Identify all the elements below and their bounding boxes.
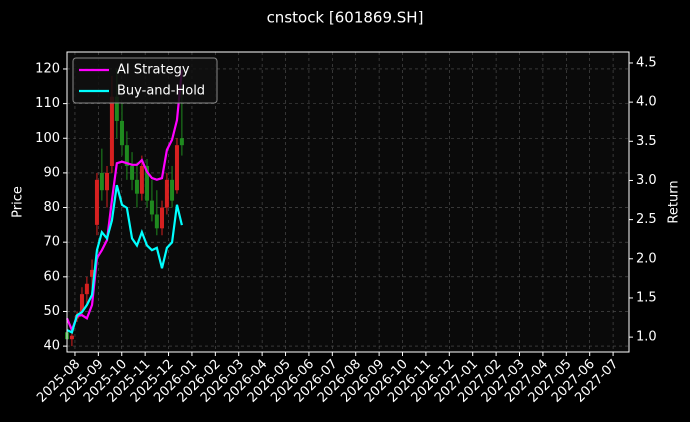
candle-body — [179, 138, 184, 146]
y-tick-label: 80 — [43, 200, 60, 215]
candle-body — [124, 145, 129, 166]
y2-tick-label: 4.0 — [636, 95, 657, 110]
candle-body — [159, 207, 164, 229]
candle-body — [84, 283, 89, 295]
line-series — [65, 69, 183, 334]
y-tick-label: 90 — [43, 165, 60, 180]
legend-label: Buy-and-Hold — [117, 84, 205, 99]
chart-title: cnstock [601869.SH] — [267, 9, 424, 27]
y2-tick-label: 2.0 — [636, 251, 657, 266]
y-tick-label: 100 — [35, 131, 60, 146]
line-series — [66, 184, 183, 334]
y2-tick-label: 2.5 — [636, 212, 657, 227]
candle-body — [149, 200, 154, 215]
candle-body — [114, 96, 119, 121]
candle-body — [170, 179, 175, 201]
candle-body — [99, 172, 104, 191]
legend-label: AI Strategy — [117, 63, 190, 78]
candle-body — [105, 172, 110, 191]
candle-body — [119, 120, 124, 146]
candle-body — [69, 335, 74, 340]
candle-body — [134, 179, 139, 194]
y2-tick-label: 3.5 — [636, 134, 657, 149]
candle-body — [90, 269, 95, 277]
y2-axis-label: Return — [667, 180, 682, 223]
candle-body — [154, 214, 159, 229]
y-axis-label: Price — [11, 186, 26, 218]
y2-tick-label: 3.0 — [636, 173, 657, 188]
candle-body — [174, 145, 179, 191]
y-tick-label: 50 — [43, 304, 60, 319]
y-tick-label: 120 — [35, 61, 60, 76]
candle-body — [94, 179, 99, 225]
candle-body — [145, 165, 150, 201]
candle-body — [109, 96, 114, 166]
y-tick-label: 110 — [35, 96, 60, 111]
candle-body — [139, 165, 144, 194]
axes-frame — [66, 51, 630, 353]
y2-tick-label: 1.0 — [636, 330, 657, 345]
y-tick-label: 60 — [43, 269, 60, 284]
y2-tick-label: 4.5 — [636, 55, 657, 70]
y-tick-label: 70 — [43, 235, 60, 250]
candle-body — [79, 294, 84, 312]
y-tick-label: 40 — [43, 339, 60, 354]
y2-tick-label: 1.5 — [636, 290, 657, 305]
legend: AI Strategy Buy-and-Hold — [72, 57, 218, 104]
candle-body — [164, 179, 169, 208]
candle-body — [130, 165, 135, 180]
